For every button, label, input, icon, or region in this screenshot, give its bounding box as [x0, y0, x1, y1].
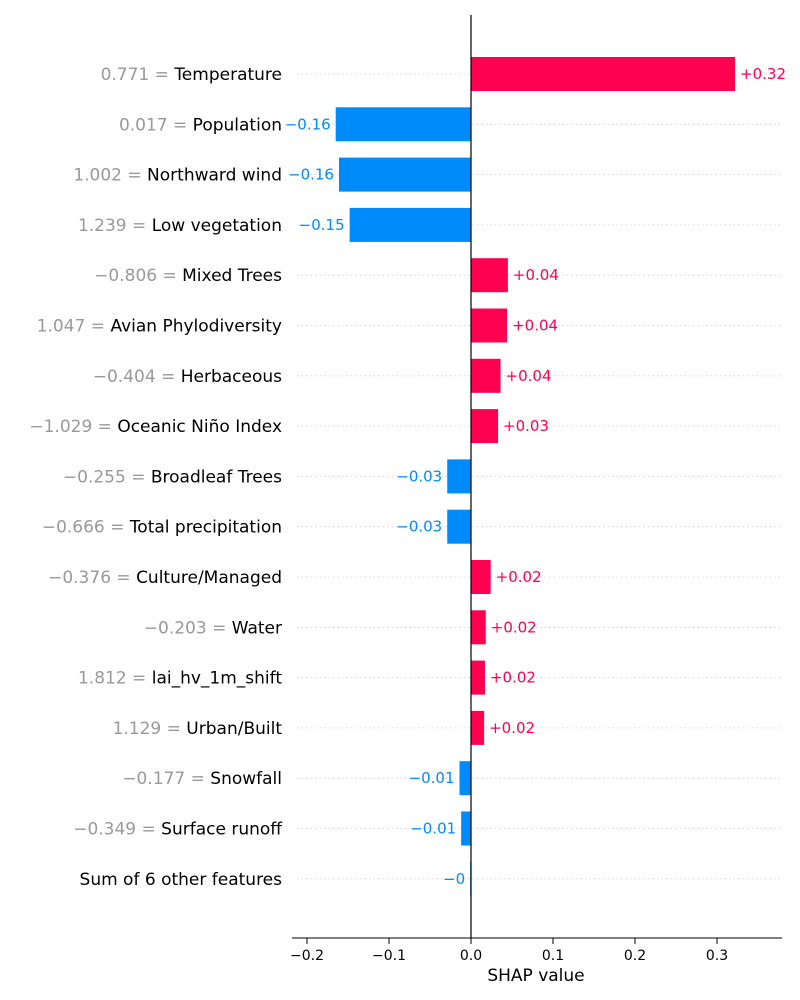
feature-label: −0.666 = Total precipitation	[42, 518, 282, 538]
feature-name: Low vegetation	[152, 216, 282, 236]
feature-value: 1.047 =	[37, 317, 111, 337]
bar-value-label: +0.04	[506, 367, 552, 385]
bar	[471, 610, 486, 645]
bar	[471, 409, 499, 444]
feature-label: 0.771 = Temperature	[101, 65, 282, 85]
feature-name: Total precipitation	[129, 518, 282, 538]
feature-name: Water	[232, 618, 282, 638]
feature-name: Culture/Managed	[136, 568, 282, 588]
bar	[338, 157, 471, 192]
feature-label: 1.239 = Low vegetation	[78, 216, 282, 236]
feature-label: −0.806 = Mixed Trees	[94, 266, 282, 286]
feature-label: 0.017 = Population	[119, 115, 282, 135]
bar-value-label: −0.01	[410, 820, 456, 838]
feature-value: 0.771 =	[101, 65, 175, 85]
bar	[447, 459, 471, 494]
feature-labels: +0.320.771 = Temperature−0.160.017 = Pop…	[29, 65, 786, 890]
bar-value-label: +0.04	[512, 317, 558, 335]
bar	[471, 258, 508, 293]
feature-value: −0.376 =	[48, 568, 136, 588]
feature-name: Population	[193, 115, 282, 135]
bar	[471, 57, 736, 91]
feature-value: −0.666 =	[42, 518, 130, 538]
feature-label: 1.812 = lai_hv_1m_shift	[78, 669, 282, 689]
bar	[461, 811, 471, 846]
bar-value-label: −0.01	[409, 769, 455, 787]
feature-value: 1.239 =	[78, 216, 152, 236]
feature-name: Mixed Trees	[182, 266, 282, 286]
feature-value: 1.129 =	[113, 719, 187, 739]
feature-name: lai_hv_1m_shift	[152, 669, 283, 689]
feature-value: 0.017 =	[119, 115, 193, 135]
feature-name: Herbaceous	[181, 367, 282, 387]
feature-label: 1.047 = Avian Phylodiversity	[37, 317, 282, 337]
feature-label: −0.203 = Water	[144, 618, 282, 638]
bar	[471, 358, 501, 393]
feature-value: −0.177 =	[122, 769, 210, 789]
x-tick-label: 0.2	[624, 948, 646, 964]
x-tick-label: −0.1	[372, 948, 406, 964]
feature-label: −0.376 = Culture/Managed	[48, 568, 282, 588]
bar	[349, 207, 471, 242]
feature-name: Temperature	[173, 65, 282, 85]
feature-name: Broadleaf Trees	[151, 467, 282, 487]
feature-name: Surface runoff	[161, 820, 283, 840]
bar	[471, 710, 485, 745]
feature-label: −0.255 = Broadleaf Trees	[63, 467, 282, 487]
bar	[459, 761, 471, 796]
bar-value-label: −0	[443, 870, 465, 888]
x-tick-label: 0.1	[542, 948, 564, 964]
feature-label: Sum of 6 other features	[80, 870, 283, 890]
feature-name: Sum of 6 other features	[80, 870, 283, 890]
feature-label: −0.349 = Surface runoff	[73, 820, 283, 840]
bar-value-label: −0.03	[396, 467, 442, 485]
bar-value-label: +0.02	[490, 669, 536, 687]
feature-name: Urban/Built	[186, 719, 282, 739]
feature-label: −0.404 = Herbaceous	[93, 367, 282, 387]
feature-value: −1.029 =	[29, 417, 117, 437]
feature-value: 1.002 =	[73, 166, 147, 186]
feature-name: Northward wind	[147, 166, 282, 186]
bar-value-label: +0.03	[503, 417, 549, 435]
x-tick-label: 0.3	[706, 948, 728, 964]
feature-name: Avian Phylodiversity	[110, 317, 282, 337]
feature-value: −0.203 =	[144, 618, 232, 638]
bar	[471, 308, 508, 343]
feature-value: −0.255 =	[63, 467, 151, 487]
bar-value-label: +0.02	[491, 618, 537, 636]
bar	[471, 560, 491, 594]
x-tick-label: 0.0	[460, 948, 482, 964]
feature-name: Oceanic Niño Index	[117, 417, 282, 437]
bar	[471, 660, 485, 695]
bar	[447, 509, 471, 544]
feature-label: −1.029 = Oceanic Niño Index	[29, 417, 282, 437]
bar-value-label: −0.16	[288, 166, 334, 184]
feature-value: −0.404 =	[93, 367, 181, 387]
bar-value-label: −0.03	[396, 518, 442, 536]
x-axis: −0.2 −0.1 0.0 0.1 0.2 0.3	[290, 937, 782, 964]
bars	[335, 57, 736, 896]
feature-name: Snowfall	[210, 769, 282, 789]
bar	[335, 107, 471, 142]
bar-value-label: +0.04	[513, 266, 559, 284]
bar-value-label: −0.15	[299, 216, 345, 234]
bar-value-label: +0.32	[740, 65, 786, 83]
feature-label: 1.129 = Urban/Built	[113, 719, 283, 739]
feature-value: −0.806 =	[94, 266, 182, 286]
x-axis-title: SHAP value	[487, 966, 584, 986]
bar-value-label: +0.02	[496, 568, 542, 586]
feature-value: −0.349 =	[73, 820, 161, 840]
x-tick-label: −0.2	[290, 948, 324, 964]
feature-label: −0.177 = Snowfall	[122, 769, 282, 789]
grid-lines	[297, 73, 782, 880]
bar-value-label: −0.16	[285, 115, 331, 133]
feature-value: 1.812 =	[78, 669, 152, 689]
bar-value-label: +0.02	[489, 719, 535, 737]
feature-label: 1.002 = Northward wind	[73, 166, 282, 186]
